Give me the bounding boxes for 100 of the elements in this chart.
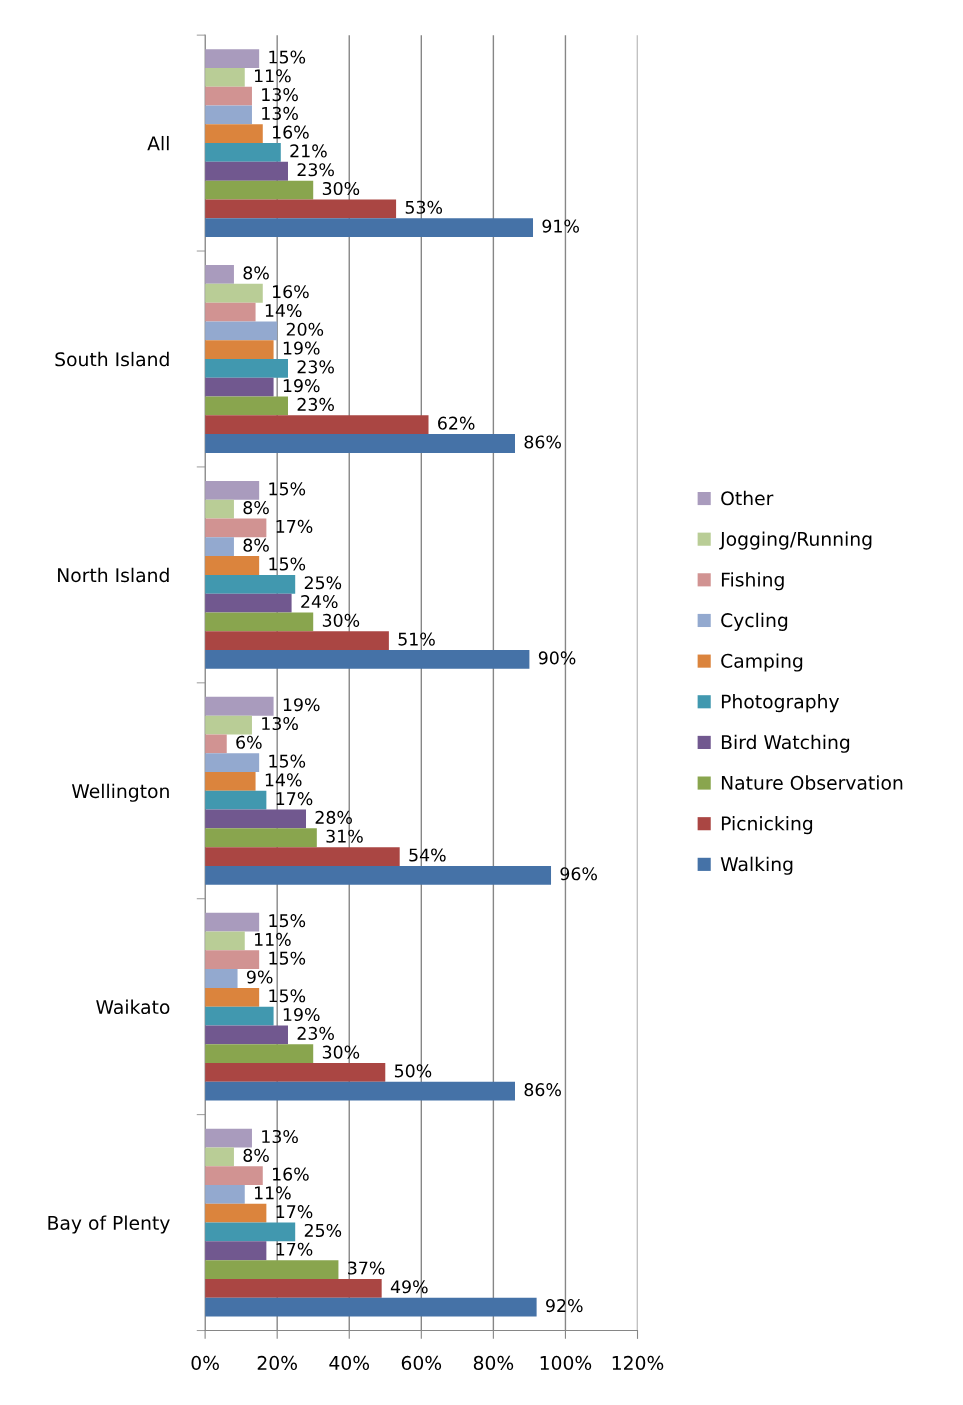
- bar: [205, 593, 292, 613]
- bar: [205, 612, 314, 632]
- bar: [205, 49, 260, 68]
- bar: [205, 650, 530, 669]
- bar: [205, 847, 400, 866]
- data-label: 16%: [273, 285, 309, 299]
- data-label: 21%: [290, 144, 327, 158]
- data-label: 17%: [276, 1242, 313, 1256]
- bar: [205, 631, 389, 651]
- bar: [205, 434, 515, 453]
- x-tick-label: 120%: [612, 1355, 664, 1371]
- data-label: 50%: [394, 1064, 432, 1078]
- bar: [205, 1128, 252, 1148]
- data-label: 25%: [304, 1223, 342, 1238]
- data-label: 19%: [283, 379, 320, 393]
- bar: [205, 199, 397, 219]
- bar: [205, 1222, 296, 1242]
- bar: [205, 143, 281, 162]
- y-tick-label: South Island: [55, 351, 169, 367]
- data-label: 28%: [315, 810, 352, 824]
- data-label: 15%: [269, 482, 306, 496]
- data-label: 30%: [322, 613, 360, 627]
- bar: [205, 1063, 386, 1082]
- data-label: 17%: [276, 1205, 313, 1219]
- y-tick-label: All: [147, 135, 169, 151]
- data-label: 14%: [265, 773, 302, 787]
- bar: [205, 865, 552, 885]
- data-label: 23%: [297, 360, 334, 374]
- bar: [205, 480, 260, 500]
- data-label: 15%: [269, 951, 306, 965]
- bar: [205, 124, 263, 144]
- bar: [205, 574, 296, 594]
- data-label: 91%: [542, 219, 579, 233]
- legend-label: Cycling: [721, 612, 788, 631]
- data-label: 8%: [243, 266, 269, 280]
- data-label: 15%: [269, 754, 306, 768]
- data-label: 25%: [304, 576, 342, 590]
- x-tick-label: 60%: [401, 1355, 442, 1371]
- bar: [205, 358, 288, 378]
- bar: [205, 987, 260, 1007]
- bar: [205, 753, 260, 772]
- bar: [205, 969, 238, 988]
- data-label: 15%: [269, 50, 306, 64]
- bar: [205, 1297, 537, 1317]
- legend-label: Bird Watching: [721, 734, 850, 753]
- data-label: 6%: [236, 735, 262, 749]
- data-label: 51%: [398, 632, 435, 646]
- bar: [205, 950, 260, 970]
- data-label: 30%: [322, 181, 360, 196]
- bar: [205, 377, 274, 397]
- bar: [205, 1185, 245, 1204]
- bar: [205, 321, 278, 341]
- bar: [205, 790, 267, 810]
- bar: [205, 772, 256, 791]
- bar: [205, 1147, 234, 1167]
- data-label: 15%: [269, 989, 306, 1003]
- legend-label: Picnicking: [721, 816, 813, 835]
- x-tick-label: 40%: [329, 1355, 370, 1371]
- data-label: 30%: [322, 1045, 360, 1059]
- y-tick-label: Wellington: [71, 783, 169, 802]
- data-label: 19%: [283, 698, 320, 712]
- bar: [205, 1044, 314, 1064]
- data-label: 19%: [283, 341, 320, 355]
- legend-label: Nature Observation: [721, 775, 903, 790]
- bar: [205, 1166, 263, 1186]
- data-label: 92%: [546, 1299, 583, 1313]
- data-label: 20%: [286, 322, 324, 336]
- data-label: 15%: [269, 557, 306, 571]
- y-tick-label: Waikato: [96, 999, 170, 1015]
- bar: [205, 340, 274, 359]
- bar: [205, 265, 234, 284]
- data-label: 19%: [283, 1007, 320, 1022]
- legend-label: Other: [721, 490, 774, 506]
- data-label: 86%: [524, 435, 561, 449]
- legend-label: Jogging/Running: [719, 531, 872, 550]
- y-tick-label: North Island: [58, 567, 169, 583]
- bar: [205, 415, 429, 435]
- bar: [205, 67, 245, 87]
- legend-label: Walking: [720, 856, 793, 875]
- bar: [205, 1260, 339, 1279]
- bar: [205, 537, 234, 557]
- bar: [205, 931, 245, 951]
- bar: [205, 86, 252, 106]
- data-label: 23%: [297, 163, 334, 177]
- x-tick-label: 80%: [473, 1355, 514, 1371]
- data-label: 31%: [326, 829, 363, 843]
- data-label: 13%: [262, 106, 298, 120]
- bar: [205, 734, 227, 754]
- data-label: 37%: [348, 1261, 385, 1275]
- data-label: 13%: [262, 716, 298, 731]
- bar: [205, 809, 307, 829]
- data-label: 23%: [297, 397, 334, 411]
- data-label: 8%: [243, 501, 269, 515]
- data-label: 16%: [273, 125, 309, 139]
- bar: [205, 1278, 382, 1298]
- bar: [205, 161, 288, 181]
- data-label: 17%: [276, 792, 313, 806]
- bar: [205, 518, 267, 538]
- legend-label: Photography: [721, 694, 840, 713]
- data-label: 17%: [276, 519, 313, 533]
